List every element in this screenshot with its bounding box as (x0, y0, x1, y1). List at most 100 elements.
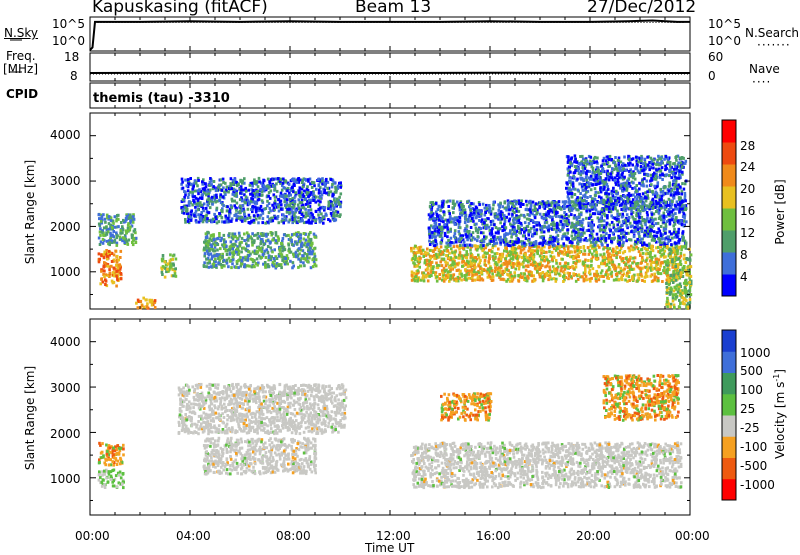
power-cell-6 (436, 264, 439, 267)
power-cell-5 (261, 250, 264, 253)
power-cell-5 (309, 247, 312, 250)
power-cell-7 (594, 244, 597, 247)
power-cell-5 (239, 256, 242, 259)
power-cell-4 (247, 199, 250, 202)
power-cell-6 (524, 276, 527, 279)
power-cell-6 (555, 259, 558, 262)
power-cell-6 (644, 276, 647, 279)
power-cell-5 (243, 265, 246, 268)
power-cell-5 (268, 265, 271, 268)
power-cell-7 (571, 238, 574, 241)
power-cell-7 (493, 223, 496, 226)
power-cell-7 (525, 200, 528, 203)
power-cell-7 (454, 229, 457, 232)
power-cell-1 (111, 226, 114, 229)
power-cell-4 (247, 189, 250, 192)
power-cell-6 (604, 256, 607, 259)
power-cell-6 (640, 248, 643, 251)
power-cell-4 (222, 178, 225, 181)
power-cell-4 (220, 178, 223, 181)
power-cell-5 (313, 263, 316, 266)
power-cell-4 (315, 210, 318, 213)
power-cell-6 (637, 265, 640, 268)
power-cell-4 (323, 191, 326, 194)
power-cell-7 (508, 208, 511, 211)
power-cell-7 (470, 226, 473, 229)
power-cell-4 (187, 212, 190, 215)
power-cell-0 (104, 283, 107, 286)
power-cell-6 (617, 265, 620, 268)
power-cell-7 (628, 216, 631, 219)
power-cell-7 (567, 228, 570, 231)
power-cell-4 (197, 192, 200, 195)
power-cell-7 (432, 217, 435, 220)
power-cell-1 (125, 229, 128, 232)
power-cell-7 (591, 226, 594, 229)
power-cell-6 (477, 265, 480, 268)
power-cell-4 (325, 179, 328, 182)
power-cell-4 (206, 190, 209, 193)
power-cell-4 (201, 193, 204, 196)
power-cell-4 (311, 186, 314, 189)
power-cell-7 (568, 215, 571, 218)
power-cell-7 (439, 209, 442, 212)
power-cell-7 (622, 236, 625, 239)
power-cell-7 (567, 223, 570, 226)
power-cell-4 (340, 192, 343, 195)
power-cell-6 (433, 257, 436, 260)
power-cell-7 (655, 210, 658, 213)
power-cell-7 (475, 223, 478, 226)
power-cell-4 (306, 191, 309, 194)
power-cell-7 (432, 203, 435, 206)
power-cell-4 (252, 189, 255, 192)
power-cell-7 (636, 224, 639, 227)
power-cell-5 (306, 260, 309, 263)
power-cell-6 (442, 258, 445, 261)
power-cell-5 (207, 244, 210, 247)
power-cell-0 (118, 265, 121, 268)
power-cell-4 (184, 179, 187, 182)
power-cell-6 (551, 251, 554, 254)
power-cell-4 (282, 213, 285, 216)
power-cell-6 (445, 277, 448, 280)
power-cell-6 (569, 272, 572, 275)
power-cell-6 (596, 258, 599, 261)
power-cell-5 (205, 265, 208, 268)
power-cell-6 (532, 257, 535, 260)
power-cell-5 (217, 262, 220, 265)
power-cell-2 (169, 266, 172, 269)
power-cell-4 (294, 218, 297, 221)
power-cell-5 (271, 250, 274, 253)
power-cell-7 (555, 231, 558, 234)
power-cell-5 (235, 251, 238, 254)
power-cell-1 (102, 213, 105, 216)
power-cell-4 (213, 213, 216, 216)
power-cell-5 (275, 231, 278, 234)
power-cell-4 (223, 191, 226, 194)
power-cell-7 (570, 213, 573, 216)
power-cell-7 (672, 224, 675, 227)
power-cell-6 (604, 273, 607, 276)
power-cell-6 (548, 246, 551, 249)
power-cell-6 (547, 261, 550, 264)
power-cell-6 (483, 254, 486, 257)
power-cell-7 (652, 219, 655, 222)
power-cell-6 (567, 245, 570, 248)
power-cell-6 (553, 269, 556, 272)
power-cell-6 (468, 273, 471, 276)
power-cell-5 (288, 244, 291, 247)
power-cell-7 (520, 228, 523, 231)
power-cell-5 (290, 239, 293, 242)
power-cell-6 (546, 265, 549, 268)
power-cell-7 (509, 244, 512, 247)
power-cell-4 (327, 218, 330, 221)
power-cell-4 (266, 204, 269, 207)
power-cell-2 (175, 258, 178, 261)
power-cell-7 (651, 216, 654, 219)
power-cell-4 (226, 205, 229, 208)
power-cell-1 (109, 241, 112, 244)
power-cell-6 (416, 247, 419, 250)
power-cell-7 (440, 241, 443, 244)
power-cell-4 (221, 210, 224, 213)
power-cell-6 (562, 275, 565, 278)
